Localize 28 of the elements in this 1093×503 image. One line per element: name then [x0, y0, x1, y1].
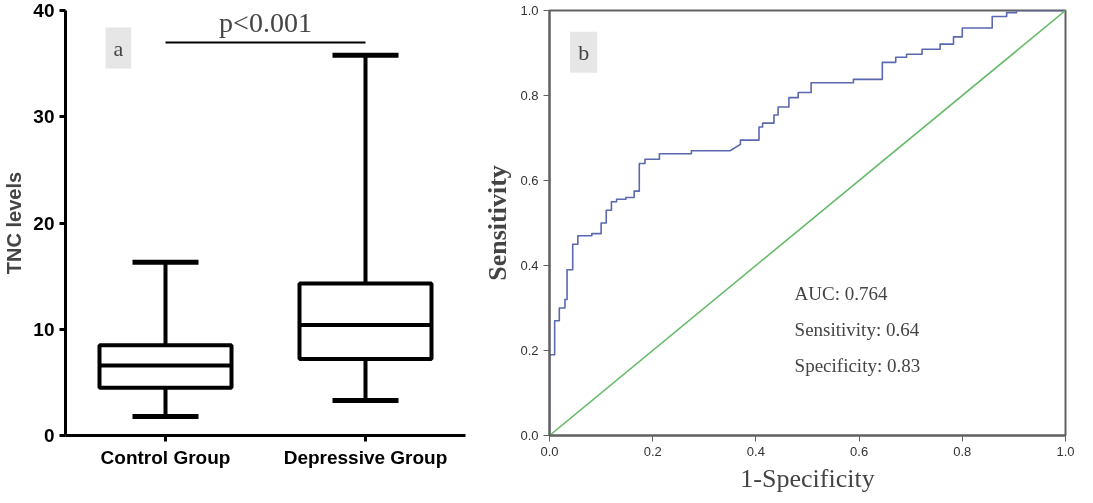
y-tick-label: 40 [33, 0, 55, 21]
y-tick-label: 0.4 [520, 258, 539, 273]
y-tick-label: 30 [33, 106, 55, 128]
x-tick-label: 0.6 [850, 443, 869, 459]
x-tick-label: 0.2 [643, 443, 662, 459]
y-axis-title: Sensitivity [483, 165, 513, 281]
x-tick-label: 1.0 [1056, 443, 1075, 459]
y-tick-label: 0.8 [520, 88, 539, 103]
x-tick-label: Control Group [100, 446, 231, 468]
y-tick-label: 10 [33, 318, 55, 340]
annotation: b [578, 39, 590, 65]
y-tick-label: 0.6 [520, 173, 539, 188]
x-tick-label: 0.0 [540, 443, 559, 459]
annotation: Sensitivity: 0.64 [794, 318, 920, 340]
annotation: a [113, 35, 124, 61]
y-tick-label: 0.2 [520, 343, 539, 358]
x-tick-label: Depressive Group [283, 446, 448, 468]
x-axis-title: 1-Specificity [740, 463, 875, 493]
annotation: p<0.001 [219, 7, 312, 39]
annotation: Specificity: 0.83 [794, 355, 921, 376]
y-tick-label: 0.0 [520, 428, 539, 443]
x-tick-label: 0.4 [746, 443, 765, 459]
y-tick-label: 20 [33, 212, 55, 234]
x-tick-label: 0.8 [953, 443, 972, 459]
y-axis-title: TNC levels [3, 171, 26, 275]
y-tick-label: 1.0 [520, 3, 539, 18]
annotation: AUC: 0.764 [794, 282, 888, 304]
y-tick-label: 0 [43, 425, 55, 446]
